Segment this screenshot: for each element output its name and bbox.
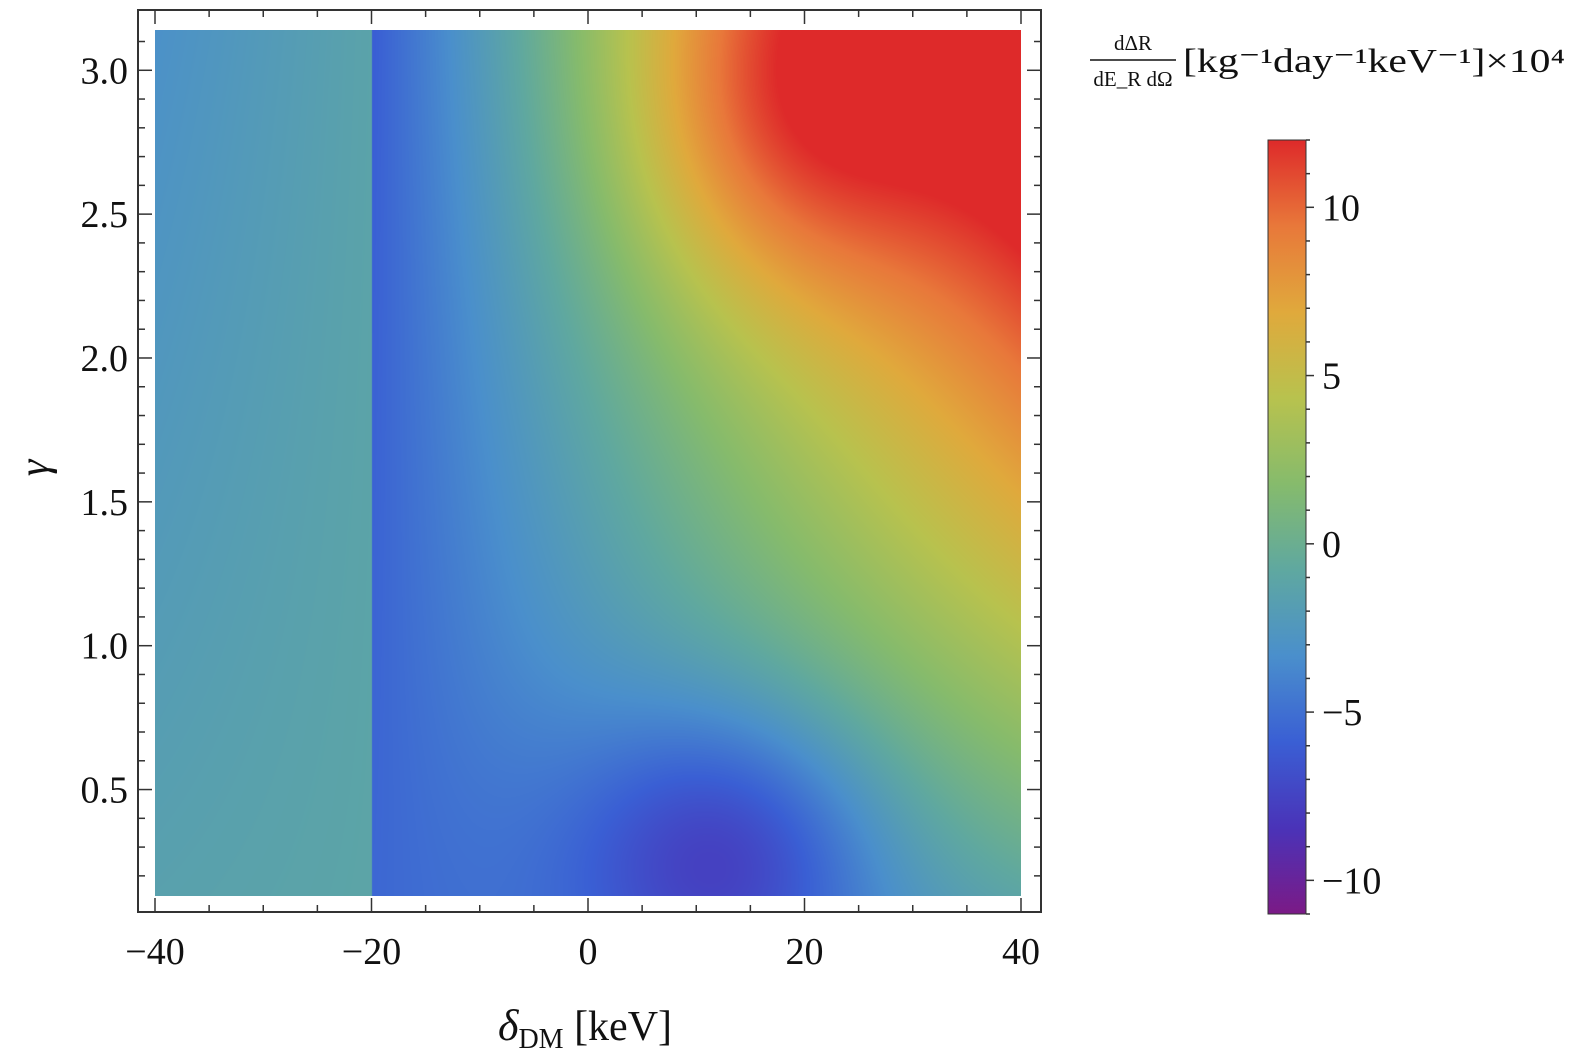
- colorbar-tick-label: −5: [1322, 692, 1362, 734]
- colorbar-title-units: [kg⁻¹day⁻¹keV⁻¹]×10⁴: [1183, 43, 1565, 80]
- x-axis-ticks: [154, 10, 1022, 912]
- heatmap-area: [155, 30, 1021, 896]
- y-axis-title: γ: [12, 458, 58, 476]
- y-tick-label: 3.0: [81, 50, 129, 92]
- y-tick-label: 2.0: [81, 338, 129, 380]
- x-tick-label: −40: [125, 931, 184, 973]
- y-tick-labels: 0.5 1.0 1.5 2.0 2.5 3.0: [81, 50, 129, 811]
- x-axis-title: δDM [keV]: [498, 1001, 672, 1054]
- colorbar: [1267, 139, 1307, 915]
- colorbar-tick-label: 0: [1322, 524, 1341, 566]
- x-tick-label: 20: [786, 931, 824, 973]
- x-axis-symbol: δ: [498, 1001, 520, 1050]
- x-axis-unit: [keV]: [564, 1004, 672, 1050]
- x-tick-label: −20: [342, 931, 401, 973]
- colorbar-title-denominator: dE_R dΩ: [1093, 67, 1172, 91]
- x-tick-labels: −40 −20 0 20 40: [125, 931, 1040, 973]
- colorbar-tick-labels: 10 5 0 −5 −10: [1322, 187, 1381, 902]
- heatmap-canvas: [155, 30, 1021, 896]
- colorbar-tick-label: −10: [1322, 860, 1381, 902]
- colorbar-title-numerator: dΔR: [1114, 31, 1152, 55]
- x-tick-label: 0: [579, 931, 598, 973]
- y-tick-label: 1.0: [81, 626, 129, 668]
- colorbar-tick-label: 5: [1322, 356, 1341, 398]
- x-tick-label: 40: [1002, 931, 1040, 973]
- y-tick-label: 1.5: [81, 482, 129, 524]
- y-tick-label: 2.5: [81, 194, 129, 236]
- y-tick-label: 0.5: [81, 770, 129, 812]
- colorbar-tick-label: 10: [1322, 187, 1360, 229]
- colorbar-ticks: [1306, 139, 1314, 915]
- x-axis-subscript: DM: [518, 1024, 563, 1054]
- y-axis-ticks: [138, 40, 1041, 877]
